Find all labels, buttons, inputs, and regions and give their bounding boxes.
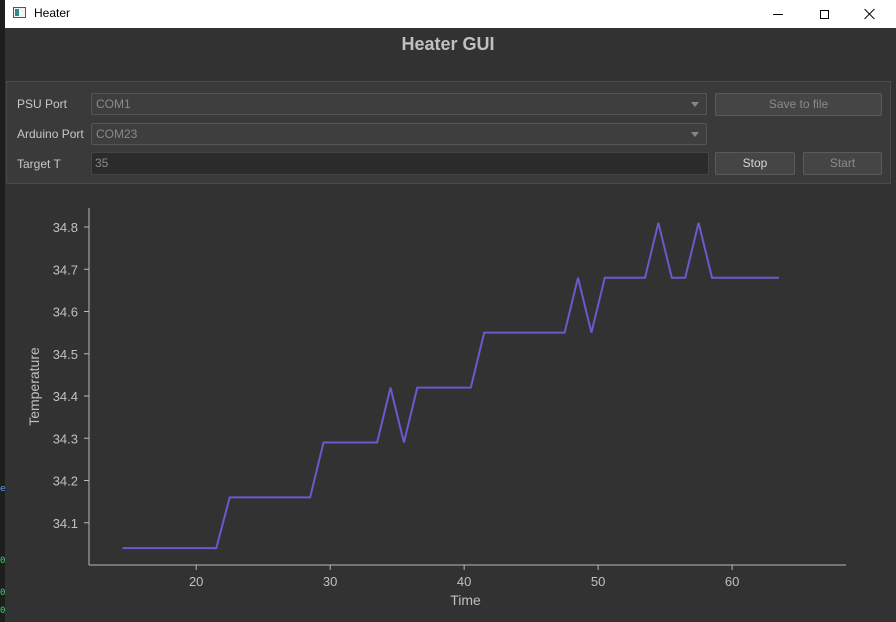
save-to-file-button[interactable]: Save to file [715,93,882,116]
y-tick-label: 34.5 [53,347,78,362]
title-bar[interactable]: Heater [5,0,896,28]
x-tick-label: 20 [189,574,203,589]
app-icon [13,7,26,18]
background-glyph: 0 [0,588,6,598]
maximize-icon [819,9,829,19]
chevron-down-icon [691,132,699,137]
stop-button[interactable]: Stop [715,152,795,175]
minimize-icon [773,13,783,15]
background-glyph: e [0,484,6,494]
window-title: Heater [34,6,71,20]
app-window: Heater Heater GUI PSU Port COM1 Save to … [5,0,896,622]
arduino-port-label: Arduino Port [17,127,84,141]
x-tick-label: 30 [323,574,337,589]
y-tick-label: 34.8 [53,220,78,235]
arduino-port-select[interactable]: COM23 [91,123,707,145]
target-t-input[interactable]: 35 [91,152,709,175]
x-tick-label: 60 [725,574,739,589]
close-button[interactable] [847,0,893,28]
y-tick-label: 34.4 [53,389,78,404]
controls-panel: PSU Port COM1 Save to file Arduino Port … [6,81,891,184]
y-tick-label: 34.6 [53,305,78,320]
temperature-series-line [122,222,779,550]
minimize-button[interactable] [755,0,801,28]
chevron-down-icon [691,102,699,107]
close-icon [864,8,876,20]
background-glyph: 0 [0,556,6,566]
y-tick-label: 34.7 [53,262,78,277]
target-t-label: Target T [17,157,61,171]
arduino-port-value: COM23 [96,127,138,141]
x-axis-label: Time [450,592,481,608]
background-terminal-strip: e 0 0 0 [0,28,6,622]
maximize-button[interactable] [801,0,847,28]
x-tick-label: 40 [457,574,471,589]
y-tick-label: 34.3 [53,431,78,446]
y-tick-label: 34.1 [53,516,78,531]
y-axis-label: Temperature [26,347,42,426]
psu-port-label: PSU Port [17,97,68,111]
psu-port-select[interactable]: COM1 [91,93,707,115]
start-button[interactable]: Start [803,152,882,175]
y-tick-label: 34.2 [53,474,78,489]
temperature-chart: 34.1 34.2 34.3 34.4 34.5 34.6 34.7 34.8 20 30 40 50… [26,208,846,608]
x-tick-label: 50 [591,574,605,589]
psu-port-value: COM1 [96,97,131,111]
background-glyph: 0 [0,606,6,616]
app-heading: Heater GUI [401,34,495,54]
